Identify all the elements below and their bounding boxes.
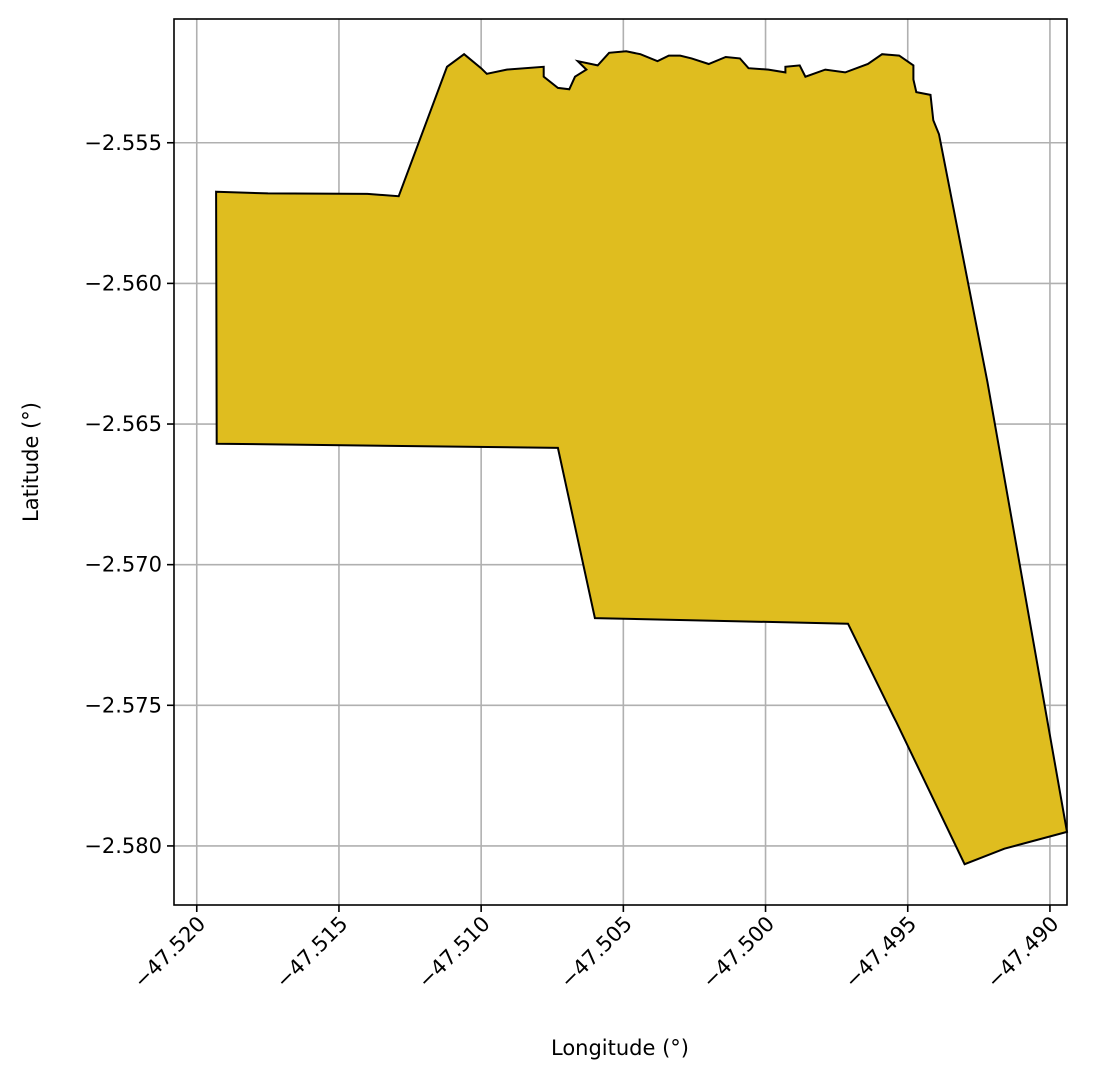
y-tick-label: −2.560 bbox=[84, 271, 162, 295]
y-tick-label: −2.580 bbox=[84, 834, 162, 858]
y-tick-label: −2.565 bbox=[84, 412, 162, 436]
axes-frame bbox=[173, 18, 1068, 906]
y-tick-label: −2.555 bbox=[84, 131, 162, 155]
x-axis-label: Longitude (°) bbox=[551, 1036, 689, 1060]
y-tick-label: −2.575 bbox=[84, 693, 162, 717]
y-tick-label: −2.570 bbox=[84, 553, 162, 577]
y-axis-label: Latitude (°) bbox=[19, 402, 43, 522]
